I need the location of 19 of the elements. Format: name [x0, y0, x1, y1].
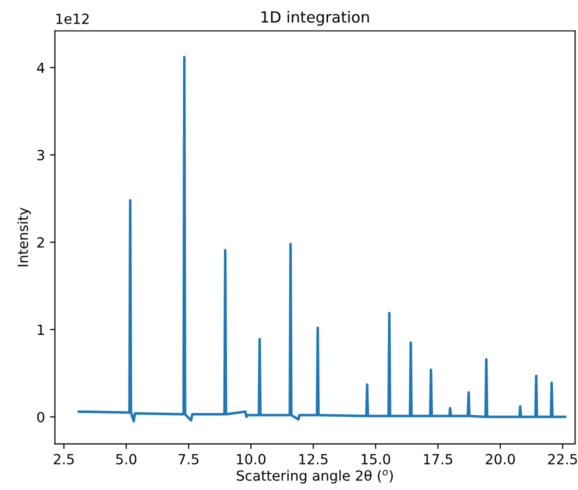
y-tick-label: 1 [38, 324, 44, 335]
x-tick-label: 17.5 [424, 454, 452, 464]
y-tick-label: 2 [37, 237, 44, 248]
chart-title: 1D integration [262, 10, 369, 26]
x-axis-title: Scattering angle 2θ ($^{o}$) [236, 470, 393, 484]
x-tick-label: 7.5 [178, 454, 198, 464]
text: 1e12 [56, 14, 89, 24]
y-tick-label: 4 [37, 62, 44, 73]
x-tick-label: 12.5 [299, 454, 328, 464]
x-tick-label: 2.5 [54, 454, 74, 464]
y-tick-label: 3 [37, 150, 44, 160]
y-tick-label: 0 [37, 412, 44, 422]
line-series [78, 56, 566, 422]
y-axis-title: Intensity [17, 208, 31, 266]
x-tick-label: 5.0 [116, 454, 136, 464]
x-tick-label: 15.0 [362, 454, 390, 464]
x-tick-label: 22.5 [548, 454, 577, 464]
x-tick-label: 10.0 [236, 454, 266, 464]
x-tick-label: 20.0 [486, 454, 515, 464]
